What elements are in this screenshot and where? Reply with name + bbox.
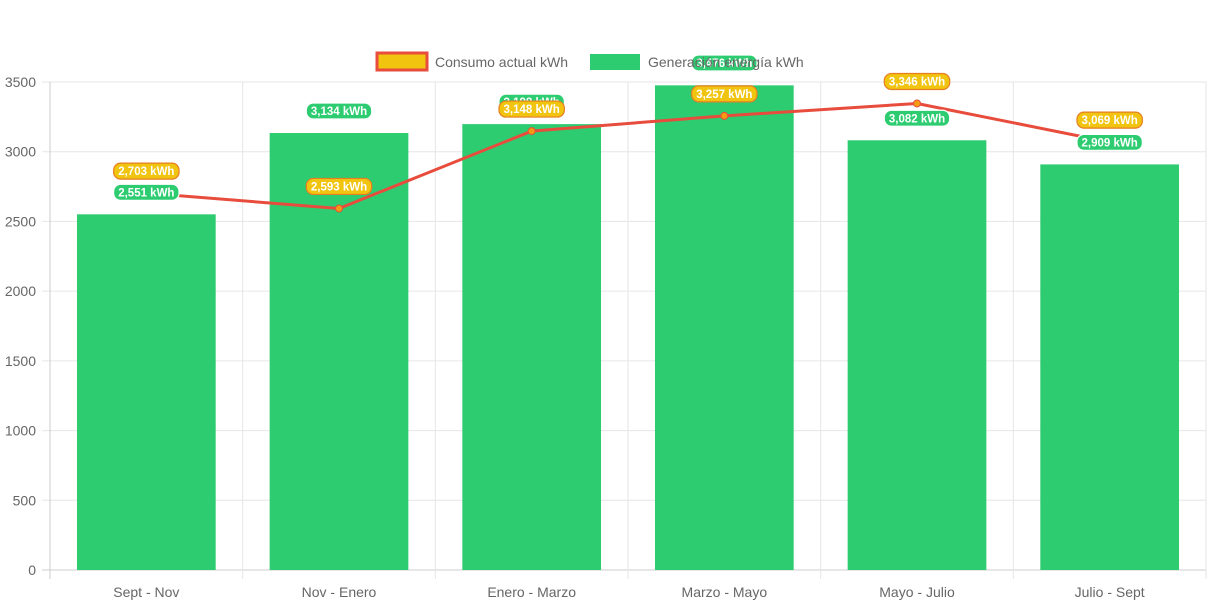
line-point [913, 99, 921, 108]
bar [654, 85, 794, 570]
y-tick-label: 2500 [5, 213, 36, 229]
bar-series [76, 85, 1180, 571]
line-value-label-bg [691, 85, 758, 103]
legend-label-generacion[interactable]: Generación energía kWh [648, 54, 804, 70]
line-value-label: 3,346 kWh [889, 76, 945, 88]
line-point [335, 204, 343, 213]
legend-label-consumo[interactable]: Consumo actual kWh [435, 54, 568, 70]
line-value-label: 3,069 kWh [1082, 115, 1138, 127]
line-value-label: 2,703 kWh [118, 166, 174, 178]
line-value-label-bg [498, 100, 565, 118]
y-tick-label: 1500 [5, 353, 36, 369]
y-tick-label: 3500 [5, 74, 36, 90]
line-path [146, 101, 1110, 210]
line-value-label-bg [1076, 111, 1143, 129]
y-tick-label: 3000 [5, 144, 36, 160]
legend: Consumo actual kWh Generación energía kW… [375, 51, 804, 72]
bar-value-label: 2,909 kWh [1082, 137, 1138, 149]
bar-value-label: 3,476 kWh [696, 58, 752, 70]
y-tick-label: 2000 [5, 283, 36, 299]
axes: 0 500 1000 1500 2000 2500 3000 3500 Sept - Nov No… [5, 74, 1145, 600]
x-tick-label: Mayo - Julio [879, 584, 955, 600]
y-tick-label: 500 [13, 492, 37, 508]
bar-value-label: 2,551 kWh [118, 187, 174, 199]
bar-value-label-bg [305, 102, 373, 120]
bar [76, 214, 216, 570]
line-value-label: 3,148 kWh [504, 104, 560, 116]
y-tick-label: 0 [28, 562, 36, 578]
x-tick-label: Marzo - Mayo [682, 584, 768, 600]
overlap-labels: 2,703 kWh 2,593 kWh 3,148 kWh 3,257 kWh 3,34… [113, 72, 1143, 196]
line-value-label: 3,257 kWh [696, 89, 752, 101]
y-tick-label: 1000 [5, 423, 36, 439]
bar [462, 124, 602, 571]
line-value-label-bg [305, 177, 373, 196]
bar [847, 140, 987, 571]
bar-value-label-bg [883, 109, 951, 127]
line-point [720, 111, 729, 120]
x-tick-label: Sept - Nov [113, 584, 179, 600]
bar-value-label-bg [113, 183, 180, 201]
bar [269, 133, 409, 570]
bar-value-label-bg [691, 54, 758, 72]
x-tick-label: Enero - Marzo [487, 584, 576, 600]
legend-swatch-generacion[interactable] [590, 54, 640, 70]
bar-value-label: 3,134 kWh [311, 106, 367, 118]
x-tick-label: Julio - Sept [1075, 584, 1145, 600]
bar-value-label-bg [1076, 133, 1143, 152]
bar [1040, 164, 1180, 570]
line-point [527, 127, 536, 136]
bar-value-label: 3,082 kWh [889, 113, 945, 125]
line-value-label-bg [113, 162, 180, 180]
line-value-label-bg [883, 72, 951, 91]
legend-swatch-consumo[interactable] [375, 51, 429, 72]
gridlines [42, 81, 1207, 579]
x-tick-label: Nov - Enero [302, 584, 377, 600]
line-value-label: 2,593 kWh [311, 181, 367, 193]
